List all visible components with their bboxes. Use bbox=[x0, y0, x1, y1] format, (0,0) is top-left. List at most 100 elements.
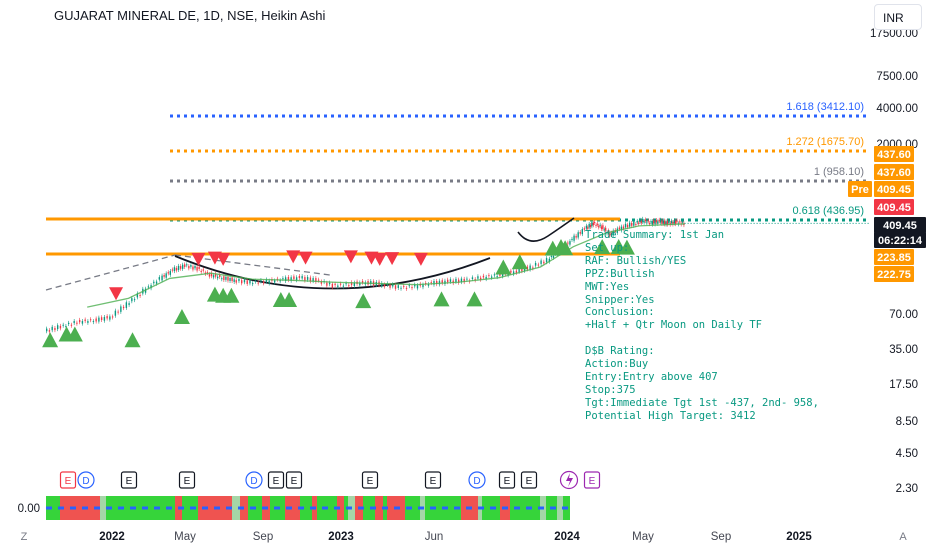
candle bbox=[120, 306, 122, 312]
candle bbox=[449, 279, 452, 282]
time-axis[interactable]: 2022 May Sep 2023 Jun 2024 May Sep 2025 Z A bbox=[21, 531, 908, 543]
event-marker-label: E bbox=[504, 476, 511, 487]
candle bbox=[106, 316, 108, 319]
candle bbox=[353, 282, 356, 286]
trend-line bbox=[45, 254, 176, 291]
earnings-event-marker bbox=[583, 471, 601, 489]
event-marker-label: D bbox=[473, 476, 480, 487]
ribbon-value-label: 0.00 bbox=[18, 503, 40, 515]
signal-markers bbox=[42, 239, 635, 348]
candle bbox=[642, 218, 644, 222]
candle bbox=[540, 260, 542, 264]
ribbon-neutral-segment bbox=[232, 496, 240, 520]
candle bbox=[89, 319, 92, 321]
candle bbox=[227, 276, 229, 281]
event-marker-label: E bbox=[526, 476, 533, 487]
event-marker-label: D bbox=[82, 476, 89, 487]
candle bbox=[188, 266, 190, 269]
sell-signal-marker bbox=[298, 251, 313, 265]
candle bbox=[361, 281, 364, 283]
candle bbox=[153, 281, 155, 284]
candle bbox=[604, 227, 607, 231]
candle bbox=[246, 280, 248, 284]
earnings-event-marker bbox=[178, 471, 196, 489]
currency-button[interactable]: INR bbox=[874, 4, 922, 30]
y-tick-label: 4.50 bbox=[896, 448, 918, 460]
event-marker-label: E bbox=[273, 476, 280, 487]
candle bbox=[326, 282, 328, 286]
price-label-tag bbox=[874, 164, 914, 180]
candle bbox=[167, 272, 169, 274]
candle bbox=[452, 280, 454, 284]
candle bbox=[345, 283, 347, 285]
sell-signal-marker bbox=[413, 252, 428, 266]
candle bbox=[620, 226, 623, 231]
candle bbox=[610, 232, 612, 235]
candle bbox=[73, 320, 75, 324]
ribbon-bearish-segment bbox=[60, 496, 100, 520]
candle bbox=[477, 276, 479, 279]
candle bbox=[427, 284, 430, 286]
candle bbox=[78, 319, 81, 323]
dividend-event-marker bbox=[77, 471, 95, 489]
sell-signal-marker bbox=[343, 250, 358, 264]
candle bbox=[334, 283, 336, 286]
candle bbox=[567, 242, 569, 244]
candle bbox=[591, 222, 593, 227]
candle bbox=[394, 285, 397, 289]
sell-signal-marker bbox=[372, 252, 387, 266]
candle bbox=[173, 267, 176, 272]
candle bbox=[301, 276, 303, 279]
candle bbox=[411, 287, 413, 289]
candle bbox=[626, 224, 629, 228]
candle bbox=[304, 277, 306, 281]
candle bbox=[589, 224, 592, 228]
candle bbox=[628, 222, 631, 227]
buy-signal-marker bbox=[173, 309, 190, 325]
candle bbox=[510, 270, 512, 273]
buy-signal-marker bbox=[557, 240, 574, 256]
candle bbox=[403, 285, 405, 287]
candle bbox=[466, 278, 468, 280]
candle bbox=[603, 229, 605, 231]
event-marker-label: E bbox=[184, 476, 191, 487]
y-tick-label: 8.50 bbox=[896, 416, 918, 428]
y-tick-label: 7500.00 bbox=[876, 71, 918, 83]
candle bbox=[392, 284, 394, 287]
candle bbox=[165, 273, 167, 278]
candle bbox=[622, 226, 625, 229]
candle bbox=[249, 280, 251, 284]
x-tick-label: May bbox=[632, 531, 654, 543]
y-tick-label: 17500.00 bbox=[870, 28, 918, 40]
fib-level-label: 1 (958.10) bbox=[814, 166, 864, 178]
event-marker-label: E bbox=[126, 476, 133, 487]
fib-level-label: 0.618 (436.95) bbox=[792, 205, 864, 217]
candle bbox=[635, 224, 637, 226]
candle bbox=[515, 270, 518, 273]
candle bbox=[92, 321, 95, 323]
candle bbox=[532, 267, 534, 269]
candle bbox=[569, 241, 571, 245]
candle bbox=[654, 221, 656, 225]
earnings-event-marker bbox=[424, 471, 442, 489]
price-label-text: 437.60 bbox=[877, 167, 911, 179]
buy-signal-marker bbox=[42, 332, 59, 348]
buy-signal-marker bbox=[66, 326, 83, 342]
candle bbox=[573, 235, 575, 241]
candle bbox=[655, 220, 658, 223]
candle bbox=[416, 285, 419, 289]
candle bbox=[342, 285, 345, 287]
candle bbox=[581, 229, 583, 235]
candle bbox=[598, 225, 600, 228]
candle bbox=[657, 221, 659, 224]
candle bbox=[241, 280, 243, 284]
candle bbox=[653, 220, 655, 224]
y-tick-label: 35.00 bbox=[889, 344, 918, 356]
candle bbox=[315, 278, 317, 282]
price-label-text: 409.45 bbox=[877, 184, 911, 196]
buy-signal-marker bbox=[511, 254, 528, 270]
candle bbox=[631, 223, 633, 226]
price-label-text: 223.85 bbox=[877, 252, 911, 264]
candle bbox=[526, 266, 529, 270]
